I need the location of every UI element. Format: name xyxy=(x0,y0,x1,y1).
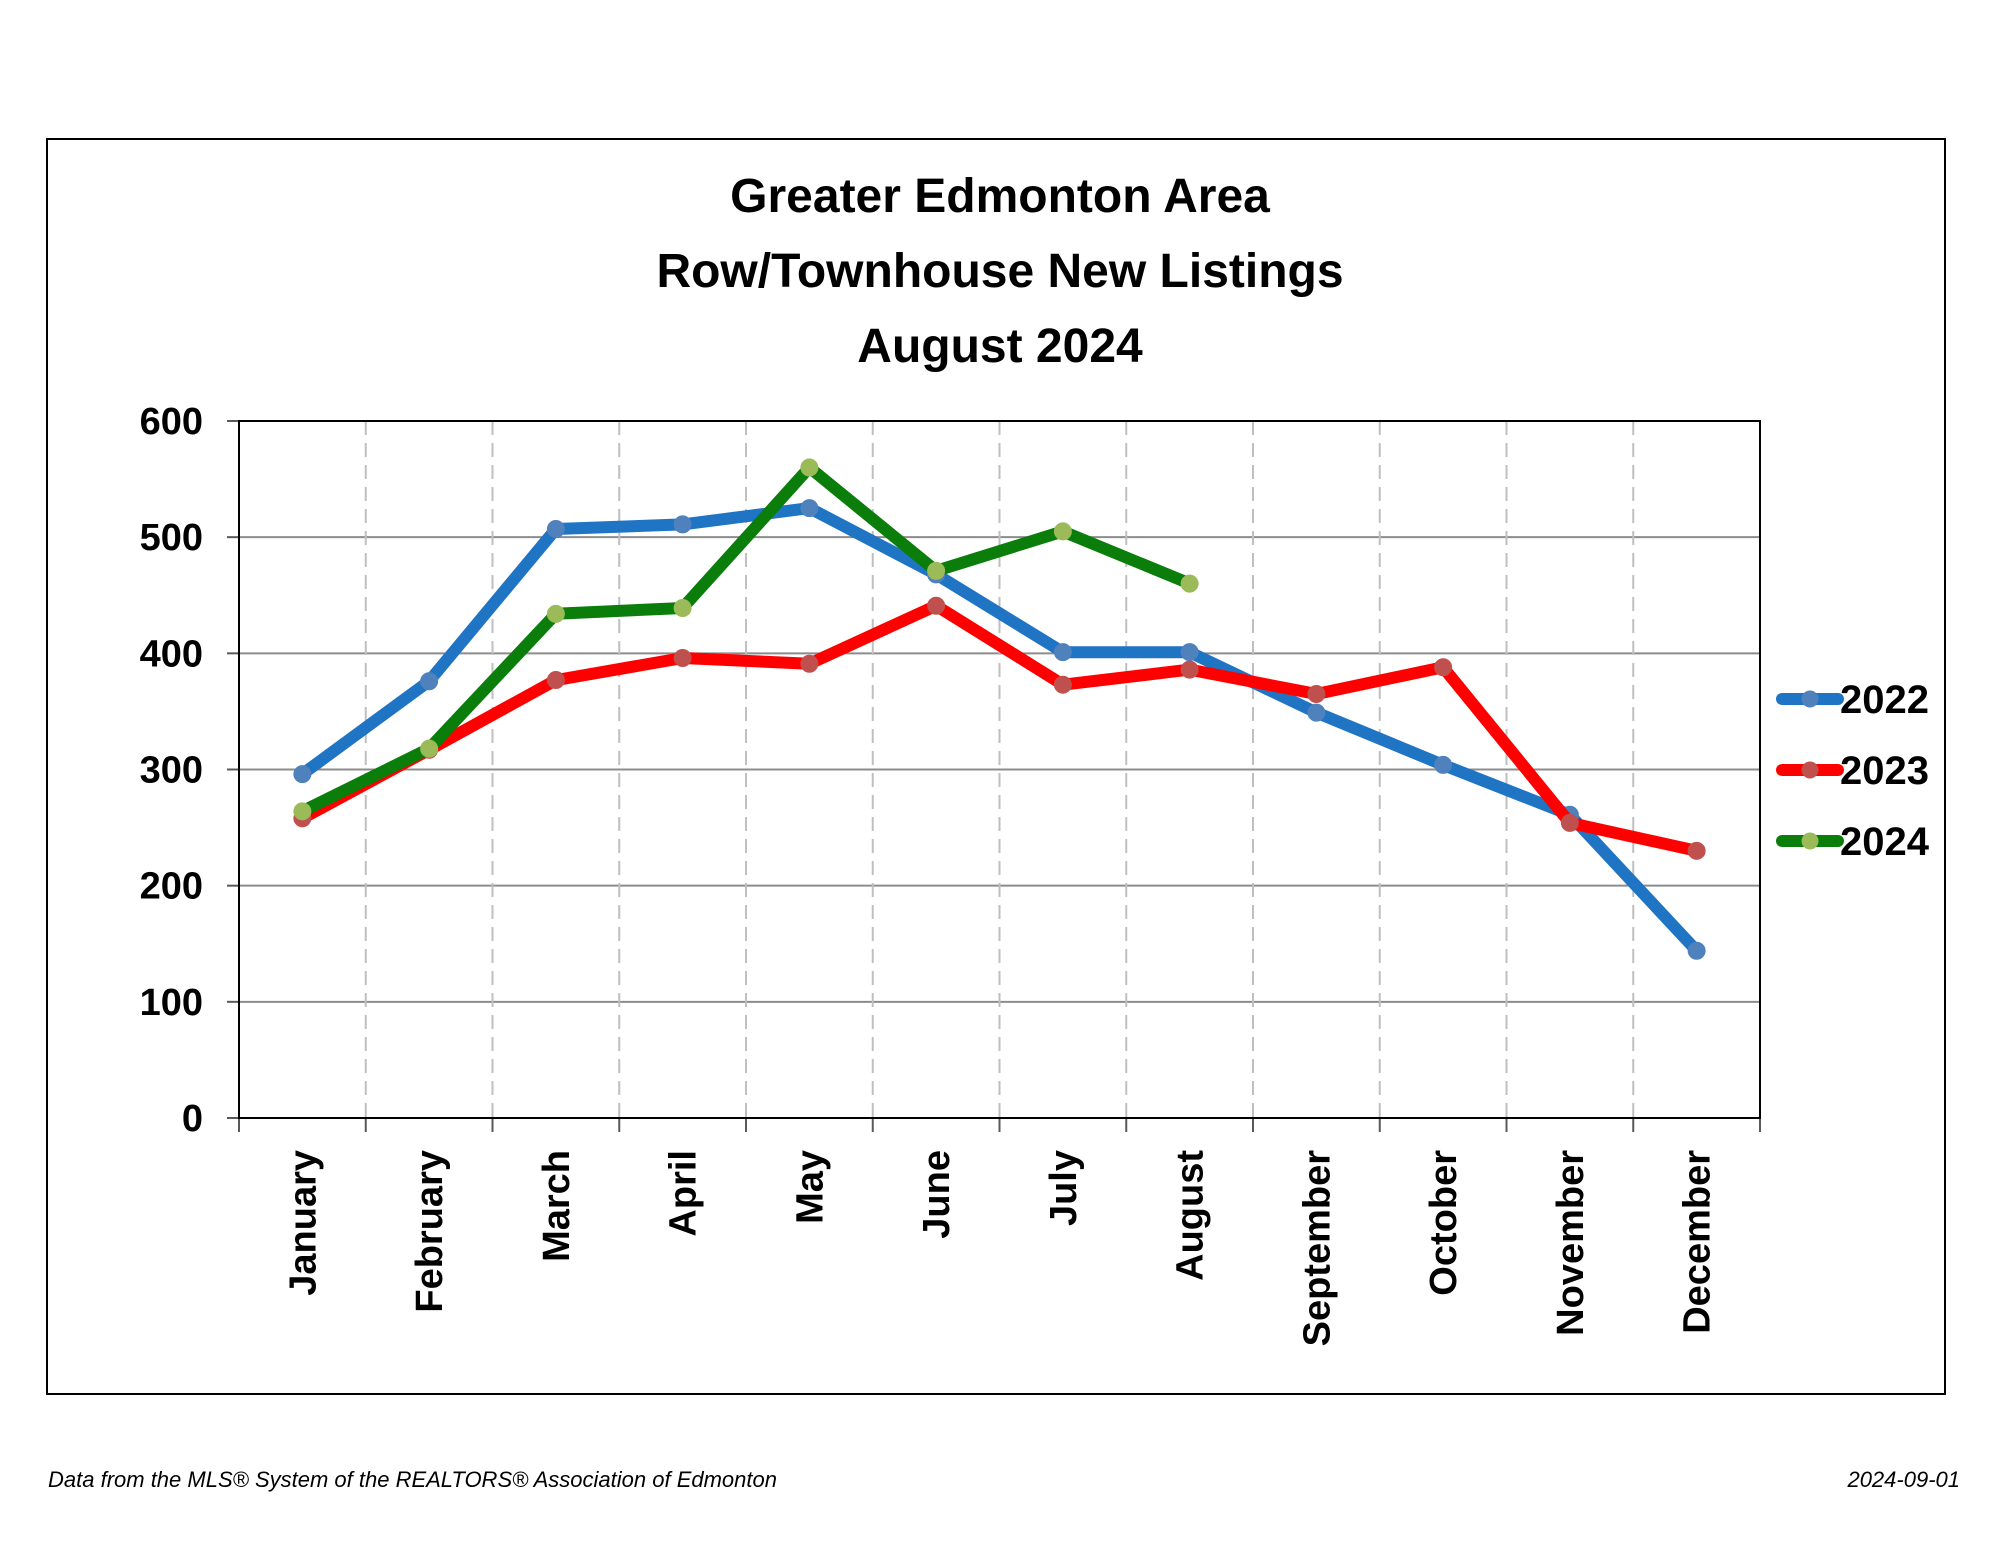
data-point-2024 xyxy=(1180,574,1199,593)
data-point-2024 xyxy=(546,604,565,623)
data-point-2022 xyxy=(293,765,312,784)
x-tick-label: February xyxy=(409,1150,451,1313)
x-tick-label: July xyxy=(1043,1150,1085,1226)
legend-label-2024: 2024 xyxy=(1840,820,1930,864)
data-point-2022 xyxy=(1687,941,1706,960)
data-point-2024 xyxy=(293,802,312,821)
data-point-2023 xyxy=(1180,660,1199,679)
chart-frame: Greater Edmonton Area Row/Townhouse New L… xyxy=(46,138,1946,1395)
legend-label-2022: 2022 xyxy=(1840,678,1929,722)
data-point-2022 xyxy=(800,499,819,518)
data-point-2023 xyxy=(1434,658,1453,677)
x-tick-label: September xyxy=(1296,1150,1338,1347)
y-tick-label: 500 xyxy=(140,517,203,559)
legend-label-2023: 2023 xyxy=(1840,749,1929,793)
series-line-2022 xyxy=(296,502,1703,957)
data-point-2022 xyxy=(1180,643,1199,662)
series-line-2024 xyxy=(296,461,1196,818)
series-line-2023 xyxy=(296,599,1703,857)
data-point-2024 xyxy=(420,739,439,758)
chart-title-line: August 2024 xyxy=(857,320,1143,373)
chart-title-line: Greater Edmonton Area xyxy=(730,170,1270,223)
y-tick-label: 0 xyxy=(182,1098,203,1140)
data-point-2024 xyxy=(1053,522,1072,541)
data-point-2023 xyxy=(1560,813,1579,832)
y-tick-label: 600 xyxy=(140,401,203,443)
x-tick-label: August xyxy=(1170,1150,1212,1281)
data-point-2023 xyxy=(927,596,946,615)
data-point-2023 xyxy=(673,648,692,667)
data-point-2024 xyxy=(800,458,819,477)
x-tick-label: October xyxy=(1423,1150,1465,1296)
data-source-note: Data from the MLS® System of the REALTOR… xyxy=(48,1467,777,1492)
data-point-2023 xyxy=(800,654,819,673)
x-tick-label: May xyxy=(789,1150,831,1224)
x-tick-label: January xyxy=(282,1150,324,1296)
legend-marker-2024 xyxy=(1801,832,1819,850)
data-point-2024 xyxy=(927,561,946,580)
data-point-2022 xyxy=(420,672,439,691)
plot-area-border xyxy=(238,420,1761,1119)
data-point-2022 xyxy=(673,515,692,534)
x-tick-label: December xyxy=(1677,1150,1719,1334)
report-date: 2024-09-01 xyxy=(1847,1467,1960,1492)
chart-title-line: Row/Townhouse New Listings xyxy=(656,245,1343,298)
x-tick-label: November xyxy=(1550,1150,1592,1336)
series-2023 xyxy=(293,596,1706,860)
x-tick-label: June xyxy=(916,1150,958,1239)
y-tick-label: 100 xyxy=(140,982,203,1024)
y-tick-label: 300 xyxy=(140,750,203,792)
data-point-2022 xyxy=(1434,755,1453,774)
data-point-2022 xyxy=(1053,643,1072,662)
x-tick-label: March xyxy=(536,1150,578,1262)
y-tick-label: 200 xyxy=(140,866,203,908)
legend-marker-2023 xyxy=(1801,761,1819,779)
data-point-2023 xyxy=(1307,684,1326,703)
y-tick-label: 400 xyxy=(140,633,203,675)
line-chart: Greater Edmonton Area Row/Townhouse New L… xyxy=(140,170,1930,1347)
data-point-2023 xyxy=(546,671,565,690)
data-point-2022 xyxy=(546,520,565,539)
data-point-2024 xyxy=(673,599,692,618)
x-tick-label: April xyxy=(663,1150,705,1237)
data-point-2023 xyxy=(1687,841,1706,860)
data-point-2022 xyxy=(1307,703,1326,722)
series-2024 xyxy=(293,458,1199,821)
legend-marker-2022 xyxy=(1801,690,1819,708)
data-point-2023 xyxy=(1053,675,1072,694)
